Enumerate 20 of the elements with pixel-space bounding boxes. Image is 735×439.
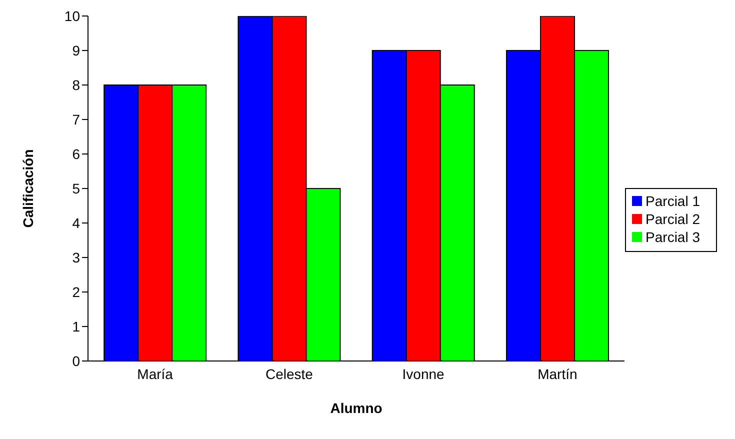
y-tick-label: 5	[72, 180, 80, 196]
x-tick-label: Ivonne	[402, 366, 445, 382]
x-tick-label: Celeste	[265, 366, 314, 382]
x-tick-label: María	[137, 366, 174, 382]
y-tick-label: 2	[72, 284, 80, 300]
legend-label: Parcial 1	[646, 192, 700, 208]
y-tick-label: 1	[72, 318, 80, 334]
y-tick-label: 10	[64, 8, 80, 24]
y-tick-label: 4	[72, 214, 80, 231]
y-axis-title: Calificación	[20, 149, 36, 228]
y-tick-label: 6	[72, 146, 80, 162]
y-tick-label: 0	[72, 352, 80, 369]
y-tick-label: 7	[72, 111, 80, 128]
x-axis-title: Alumno	[330, 400, 382, 416]
legend-label: Parcial 2	[646, 210, 700, 226]
legend-label: Parcial 3	[646, 228, 700, 244]
y-tick-label: 8	[72, 76, 80, 93]
y-tick-label: 9	[72, 42, 80, 58]
y-tick-label: 3	[72, 249, 80, 266]
x-tick-label: Martín	[538, 366, 578, 382]
